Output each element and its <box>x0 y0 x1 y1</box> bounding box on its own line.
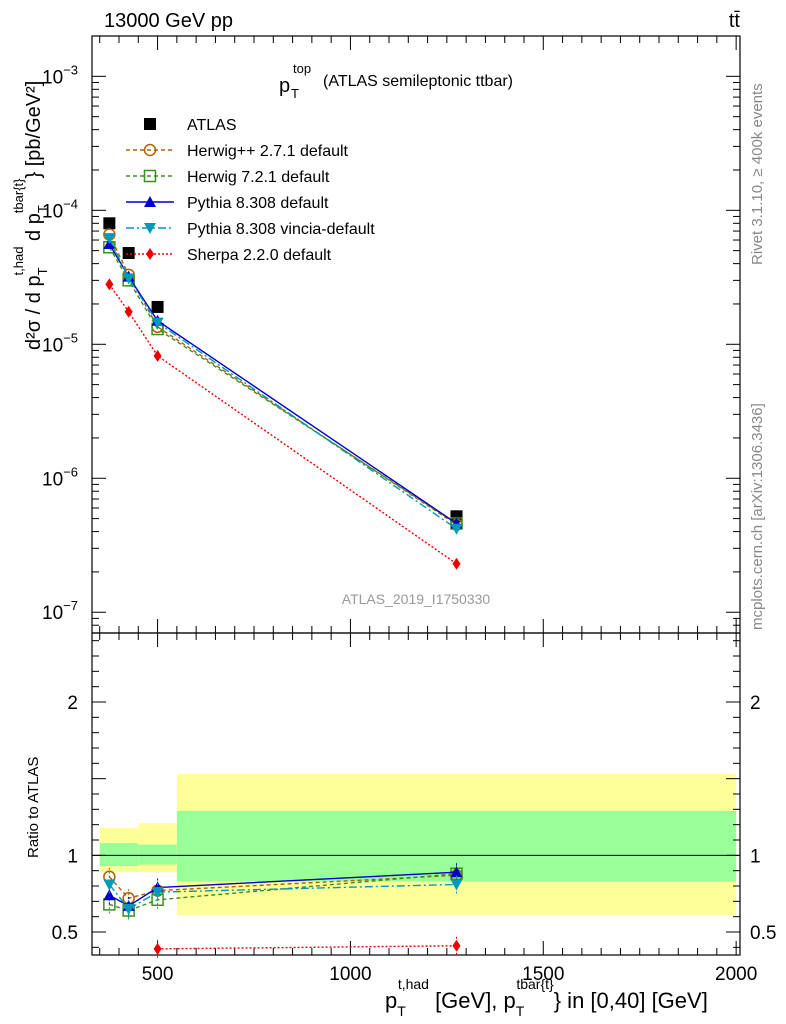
legend-marker <box>146 248 154 260</box>
main-series-line-4 <box>108 237 457 530</box>
y-tick-label: 10−3 <box>42 62 78 88</box>
ylabel-dp: d p <box>23 213 45 246</box>
legend-label: Herwig 7.2.1 default <box>187 169 330 186</box>
ratio-point <box>122 904 135 915</box>
ratio-point <box>450 866 463 878</box>
x-tick-label: 2000 <box>715 964 757 985</box>
xlabel-p1: p <box>385 988 397 1013</box>
ratio-point <box>151 887 164 899</box>
legend-label: Pythia 8.308 vincia-default <box>187 221 375 238</box>
xlabel: pTt,had [GeV], pTtbar{t}} in [0,40] [GeV… <box>385 976 708 1019</box>
ylabel-T1: T <box>35 267 50 275</box>
mcplots-label: mcplots.cern.ch [arXiv:1306.3436] <box>749 403 766 630</box>
y-tick-label: 10−5 <box>42 330 78 356</box>
x-tick-label: 500 <box>142 964 174 985</box>
stat-uncertainty-band-0 <box>99 843 139 867</box>
ylabel-d2sigma: d²σ / d p <box>23 275 45 350</box>
ratio-point <box>153 942 162 955</box>
legend-label: Pythia 8.308 default <box>187 195 329 212</box>
legend-marker <box>144 118 156 130</box>
main-point-5 <box>124 305 133 318</box>
xlabel-T2: T <box>516 1003 525 1019</box>
ratio-point <box>452 939 461 952</box>
ratio-point <box>450 879 463 891</box>
ylabel-main: d²σ / d pTt,had d pTtbar{t}} [pb/GeV²] <box>11 81 50 350</box>
main-point-4 <box>103 233 116 245</box>
ratio-point <box>103 879 116 891</box>
title-rest: (ATLAS semileptonic ttbar) <box>323 73 513 90</box>
title-sup: top <box>293 61 311 76</box>
plot-title: p T top (ATLAS semileptonic ttbar) <box>279 61 513 101</box>
y-tick-label: 10−4 <box>42 196 78 222</box>
xlabel-mid: [GeV], p <box>429 988 516 1013</box>
svg-text:pTt,had [GeV], pTtbar{t}} in [: pTt,had [GeV], pTtbar{t}} in [0,40] [GeV… <box>385 976 708 1019</box>
main-point-0 <box>122 247 135 260</box>
main-point-4 <box>450 523 463 535</box>
header-right: tt̄ <box>729 10 741 32</box>
ratio-y-tick-label: 0.5 <box>52 923 78 944</box>
xlabel-end: } in [0,40] [GeV] <box>554 988 708 1013</box>
svg-text:d²σ / d pTt,had d pTtbar{t}} [: d²σ / d pTt,had d pTtbar{t}} [pb/GeV²] <box>11 81 50 350</box>
stat-uncertainty-band-1 <box>138 844 177 865</box>
ratio-y-tick-label: 1 <box>67 846 78 867</box>
ratio-series-line <box>157 945 457 950</box>
xlabel-thad: t,had <box>398 976 429 992</box>
ylabel-thad: t,had <box>11 247 26 276</box>
main-series-line-2 <box>108 246 457 525</box>
title-p: p <box>279 75 290 97</box>
title-sub: T <box>291 86 299 101</box>
ratio-series-line <box>109 871 457 907</box>
ylabel-ratio: Ratio to ATLAS <box>25 757 42 858</box>
ratio-series-line <box>108 874 457 900</box>
analysis-id: ATLAS_2019_I1750330 <box>342 591 491 607</box>
ratio-y-tick-label-right: 1 <box>750 846 761 867</box>
ratio-y-tick-label-right: 2 <box>750 693 761 714</box>
ylabel-units: } [pb/GeV²] <box>23 81 45 179</box>
main-point-0 <box>151 300 164 313</box>
legend-marker <box>143 169 157 183</box>
main-series-line-5 <box>108 283 457 565</box>
rivet-label: Rivet 3.1.10, ≥ 400k events <box>749 83 766 265</box>
main-point-4 <box>151 317 164 329</box>
ratio-series-line <box>108 883 457 910</box>
legend-label: Herwig++ 2.7.1 default <box>187 143 349 160</box>
main-series-line-3 <box>108 243 457 525</box>
legend-label: ATLAS <box>187 117 237 134</box>
ylabel-T2: T <box>35 205 50 213</box>
main-point-5 <box>105 278 114 291</box>
y-tick-label: 10−7 <box>42 598 78 624</box>
x-tick-label: 1000 <box>329 964 371 985</box>
main-point-0 <box>103 217 116 230</box>
xlabel-tbar: tbar{t} <box>516 976 554 992</box>
ratio-series-line <box>109 873 457 912</box>
y-tick-label: 10−6 <box>42 464 78 490</box>
x-tick-label: 1500 <box>522 964 564 985</box>
ratio-y-tick-label-right: 0.5 <box>750 923 776 944</box>
xlabel-T1: T <box>397 1003 406 1019</box>
main-point-5 <box>153 349 162 362</box>
ratio-point <box>103 889 116 901</box>
main-point-4 <box>122 273 135 285</box>
main-point-5 <box>452 557 461 570</box>
legend-marker <box>143 143 157 157</box>
main-series-line-1 <box>108 234 457 526</box>
ratio-y-tick-label: 2 <box>67 693 78 714</box>
legend-marker <box>144 223 156 234</box>
legend-marker <box>144 196 156 207</box>
legend-label: Sherpa 2.2.0 default <box>187 247 332 264</box>
header-left: 13000 GeV pp <box>104 10 233 32</box>
ylabel-tbar: tbar{t} <box>11 178 26 213</box>
